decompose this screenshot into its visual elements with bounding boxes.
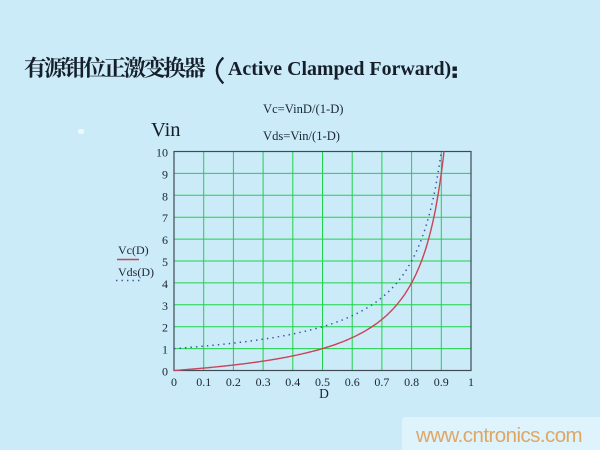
svg-text:7: 7 — [162, 211, 168, 225]
svg-text:3: 3 — [162, 299, 168, 313]
svg-text:Vc(D): Vc(D) — [118, 243, 149, 257]
svg-text:0.2: 0.2 — [226, 375, 241, 389]
svg-text:1: 1 — [468, 375, 474, 389]
svg-text:0.4: 0.4 — [285, 375, 300, 389]
svg-text:0.5: 0.5 — [315, 375, 330, 389]
svg-text:0.3: 0.3 — [256, 375, 271, 389]
svg-text:D: D — [319, 386, 329, 401]
svg-text:10: 10 — [156, 146, 168, 160]
svg-text:2: 2 — [162, 321, 168, 335]
svg-text:0.9: 0.9 — [434, 375, 449, 389]
svg-text:6: 6 — [162, 233, 168, 247]
svg-text:Vds(D): Vds(D) — [118, 265, 154, 279]
svg-text:4: 4 — [162, 277, 168, 291]
svg-text:0.6: 0.6 — [345, 375, 360, 389]
svg-text:1: 1 — [162, 343, 168, 357]
svg-text:5: 5 — [162, 255, 168, 269]
svg-text:0: 0 — [162, 365, 168, 379]
svg-text:0.7: 0.7 — [374, 375, 389, 389]
svg-text:0: 0 — [171, 375, 177, 389]
svg-text:0.1: 0.1 — [196, 375, 211, 389]
svg-text:0.8: 0.8 — [404, 375, 419, 389]
svg-text:9: 9 — [162, 167, 168, 181]
svg-text:8: 8 — [162, 189, 168, 203]
